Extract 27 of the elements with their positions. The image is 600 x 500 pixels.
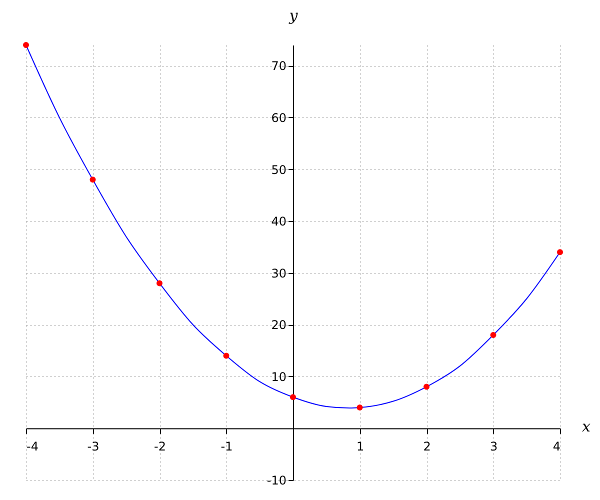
y-tick-label: 10: [271, 370, 286, 384]
point: [557, 249, 563, 256]
x-tick-label: -3: [87, 440, 100, 454]
y-tick-label: 60: [271, 111, 286, 125]
point: [156, 280, 162, 286]
x-tick-label: 2: [423, 440, 431, 454]
x-tick-label: 3: [490, 440, 498, 454]
point: [90, 176, 96, 183]
x-tick-label: -2: [154, 440, 166, 454]
x-tick-label: 1: [356, 440, 364, 454]
x-axis-title: x: [582, 418, 592, 436]
y-tick-label: 50: [271, 162, 286, 177]
x-tick-label: -4: [26, 440, 38, 454]
y-tick-label: -10: [266, 474, 286, 488]
point: [23, 42, 29, 48]
y-tick-label: 20: [271, 318, 286, 332]
y-axis-title: y: [288, 6, 298, 24]
point: [290, 394, 296, 400]
x-tick-label: 4: [552, 440, 560, 454]
point: [490, 332, 496, 338]
x-tick-label: -1: [220, 440, 233, 454]
y-tick-label: 70: [271, 59, 286, 74]
point: [356, 404, 363, 410]
point: [223, 352, 230, 359]
y-tick-label: 40: [271, 214, 286, 229]
y-tick-label: 30: [271, 266, 286, 280]
point: [424, 384, 430, 390]
